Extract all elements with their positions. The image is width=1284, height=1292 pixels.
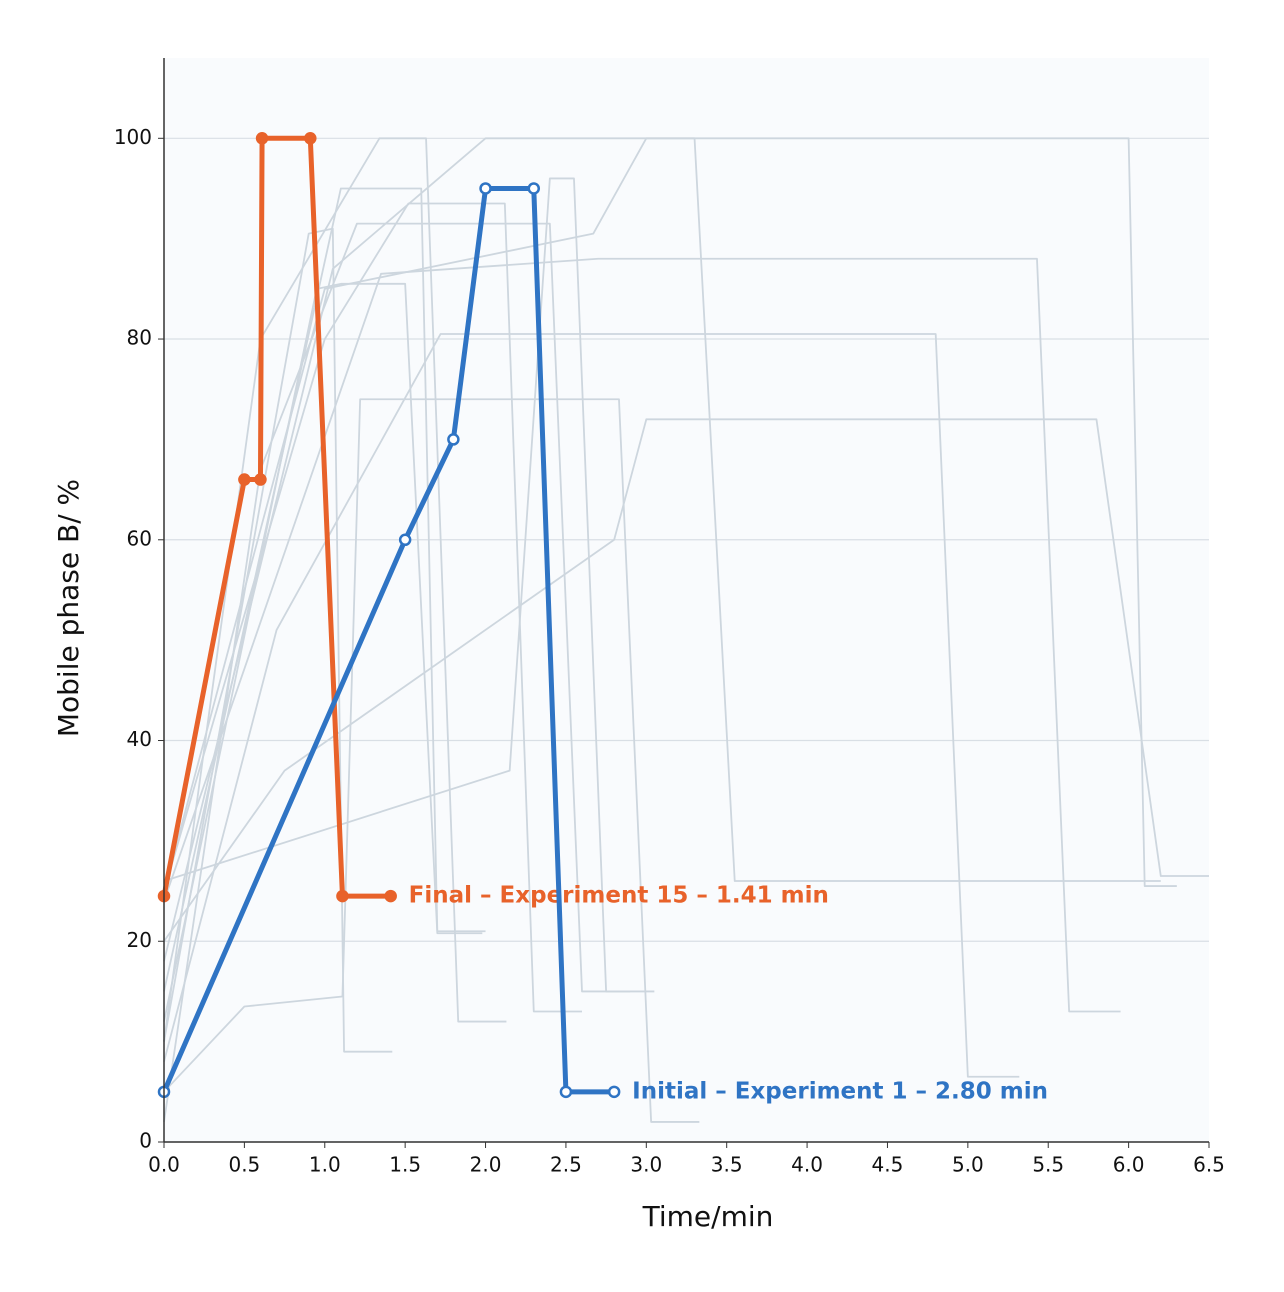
point — [255, 132, 269, 145]
point — [304, 132, 317, 145]
experiment-line — [163, 282, 483, 1022]
experiment-line — [163, 227, 393, 1053]
point — [479, 182, 492, 195]
point — [384, 889, 397, 903]
experiment-line — [163, 222, 631, 1123]
experiment-line — [163, 202, 582, 1013]
y-tick-label: 100 — [114, 125, 152, 149]
x-tick-label: 4.5 — [872, 1153, 904, 1177]
y-tick-label: 60 — [127, 526, 152, 550]
y-tick-label: 0 — [139, 1129, 152, 1153]
point — [336, 889, 349, 903]
point — [607, 1085, 621, 1099]
experiment-line — [163, 177, 655, 993]
x-tick-label: 1.0 — [309, 1153, 341, 1177]
y-tick-label: 20 — [127, 928, 152, 952]
y-tick-label: 40 — [127, 727, 152, 751]
point — [527, 182, 541, 195]
point — [559, 1085, 573, 1099]
point — [238, 473, 251, 486]
point — [447, 433, 460, 446]
experiment-line — [163, 333, 1020, 1078]
experiment-line — [163, 137, 1161, 962]
x-tick-label: 2.0 — [470, 1153, 502, 1177]
annotation: Initial – Experiment 1 – 2.80 min — [632, 1078, 1048, 1104]
x-tick-label: 3.5 — [711, 1153, 743, 1177]
annotation: Final – Experiment 15 – 1.41 min — [409, 883, 829, 909]
y-axis-label: Mobile phase B/ % — [52, 479, 85, 737]
point — [254, 473, 267, 486]
x-tick-label: 0.5 — [228, 1153, 260, 1177]
experiment-line — [163, 398, 700, 1123]
x-tick-label: 6.5 — [1193, 1153, 1225, 1177]
experiment-line — [163, 257, 1121, 1013]
x-tick-label: 6.0 — [1113, 1153, 1145, 1177]
experiment-line — [163, 137, 507, 1042]
x-axis-label: Time/min — [642, 1200, 774, 1233]
point — [398, 533, 412, 547]
x-tick-label: 0.0 — [148, 1153, 180, 1177]
x-tick-label: 4.0 — [791, 1153, 823, 1177]
experiment-line — [163, 418, 1209, 942]
y-tick-label: 80 — [127, 326, 152, 350]
x-tick-label: 1.5 — [389, 1153, 421, 1177]
x-tick-label: 2.5 — [550, 1153, 582, 1177]
x-tick-label: 3.0 — [630, 1153, 662, 1177]
x-tick-label: 5.0 — [952, 1153, 984, 1177]
x-tick-label: 5.5 — [1032, 1153, 1064, 1177]
